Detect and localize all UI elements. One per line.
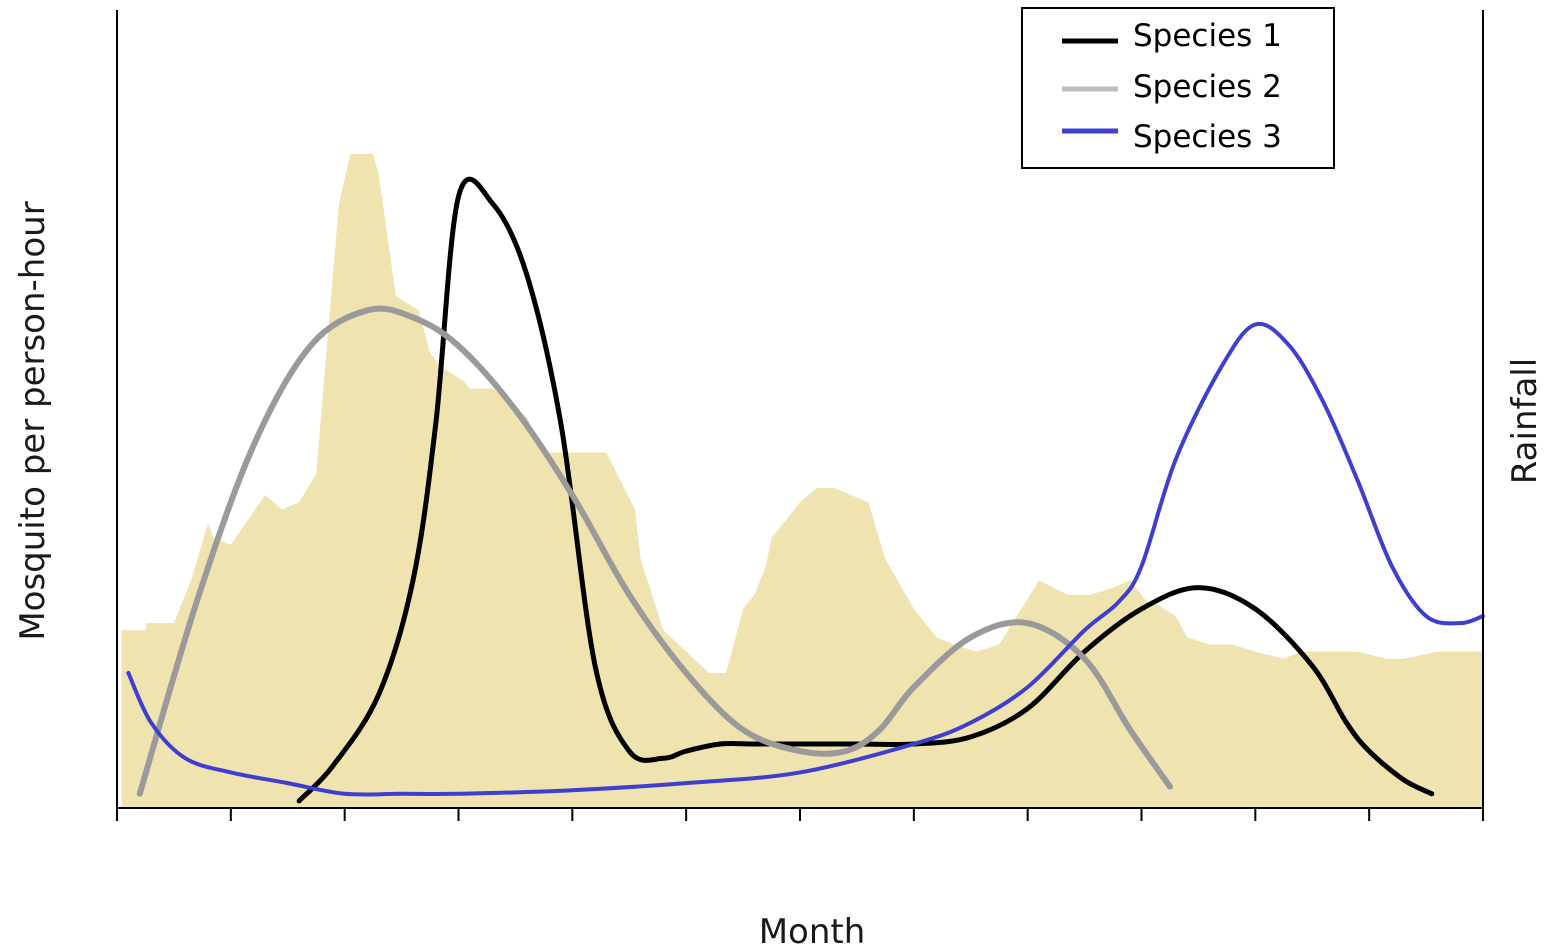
series-line-species-1 bbox=[296, 176, 1435, 804]
legend-label-species-3: Species 3 bbox=[1133, 119, 1282, 155]
series-layer bbox=[126, 176, 1485, 804]
legend-item-species-1: Species 1 bbox=[1062, 18, 1282, 54]
legend-item-species-3: Species 3 bbox=[1062, 119, 1282, 155]
x-axis-ticks bbox=[116, 808, 1484, 821]
axes bbox=[116, 10, 1484, 821]
y2-axis-title: Rainfall bbox=[1505, 358, 1545, 484]
rainfall-layer bbox=[121, 153, 1483, 808]
legend: Species 1 Species 2 Species 3 bbox=[1021, 7, 1335, 169]
legend-label-species-2: Species 2 bbox=[1133, 69, 1282, 105]
rainfall-area bbox=[121, 153, 1483, 808]
series-line-species-2 bbox=[136, 305, 1173, 797]
y-axis-title: Mosquito per person-hour bbox=[13, 201, 53, 640]
series-line-species-3 bbox=[126, 321, 1485, 797]
legend-label-species-1: Species 1 bbox=[1133, 18, 1282, 54]
legend-item-species-2: Species 2 bbox=[1062, 69, 1282, 105]
x-axis-title: Month bbox=[759, 912, 866, 950]
